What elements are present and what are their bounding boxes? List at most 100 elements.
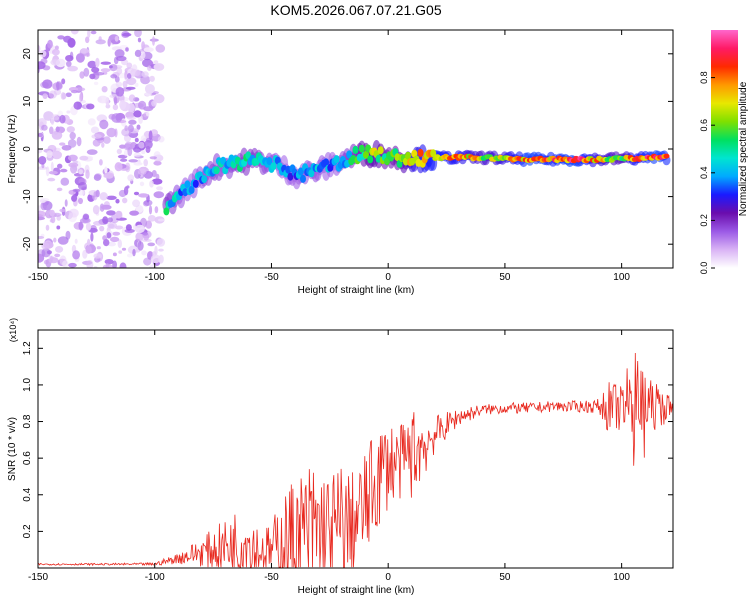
spectrogram-cell [114, 225, 124, 230]
spectrogram-cell [147, 242, 155, 247]
spectrogram-cell [42, 93, 48, 99]
spectrogram-cell [38, 132, 43, 138]
spectrogram-x-tick-label: 100 [613, 272, 630, 283]
spectrogram-cell [112, 104, 119, 111]
spectrogram-cell [67, 139, 77, 148]
spectrogram-cell [119, 144, 126, 149]
spectrogram-cell [134, 49, 142, 58]
spectrogram-cell [55, 81, 63, 90]
spectrogram-cell [115, 81, 123, 88]
spectrogram-cell [118, 189, 127, 198]
colorbar-tick-label: 0.2 [699, 214, 709, 227]
spectrogram-cell [99, 159, 103, 166]
spectrogram-cell [68, 208, 79, 218]
spectrogram-cell [121, 128, 131, 137]
spectrogram-cell [69, 51, 74, 60]
spectrogram-cell [62, 260, 67, 267]
spectrogram-cell [41, 242, 50, 250]
spectrogram-cell [91, 134, 102, 139]
spectrogram-cell [119, 100, 127, 110]
spectrogram-cell [52, 115, 60, 121]
spectrogram-cell [138, 193, 149, 198]
spectrogram-x-tick-label: -50 [264, 272, 279, 283]
spectrogram-cell [270, 162, 277, 171]
spectrogram-cell [118, 250, 123, 254]
spectrogram-cell [287, 172, 294, 181]
spectrogram-cell [38, 216, 45, 221]
spectrogram-cell [107, 241, 116, 247]
spectrogram-cell [64, 199, 68, 207]
snr-y-tick-label: 0.6 [22, 451, 33, 465]
spectrogram-cell [122, 197, 128, 204]
spectrogram-cell [145, 220, 152, 229]
spectrogram-cell [87, 118, 96, 126]
spectrogram-cell [213, 166, 220, 175]
spectrogram-cell [90, 30, 97, 35]
spectrogram-cell [139, 181, 145, 187]
snr-x-tick-label: 0 [385, 572, 391, 583]
snr-x-tick-label: -100 [145, 572, 165, 583]
spectrogram-cell [358, 144, 365, 153]
spectrogram-cell [104, 166, 108, 174]
snr-panel: -150 -100 -50 0 50 100 0.2 0.4 0.6 0.8 1.0 1.2 (x1… [7, 318, 674, 596]
spectrogram-cell [141, 41, 146, 50]
spectrogram-cell [300, 174, 306, 183]
spectrogram-cell [88, 227, 98, 233]
spectrogram-cell [57, 163, 63, 169]
spectrogram-x-tick-label: -100 [145, 272, 165, 283]
spectrogram-cell [128, 94, 136, 102]
spectrogram-cell [124, 125, 128, 132]
spectrogram-cell [79, 155, 89, 161]
spectrogram-cell [121, 247, 127, 251]
spectrogram-cell [113, 96, 118, 105]
spectrogram-cell [128, 159, 138, 163]
spectrogram-cell [323, 158, 330, 167]
spectrogram-cell [148, 130, 153, 141]
spectrogram-cell [49, 219, 54, 223]
colorbar: 0.0 0.2 0.4 0.6 0.8 Normalized spectral ampl… [699, 30, 749, 274]
spectrogram-cell [139, 51, 146, 59]
spectrogram-cell [149, 264, 157, 268]
spectrogram-cell [53, 237, 57, 243]
colorbar-ticks: 0.0 0.2 0.4 0.6 0.8 [699, 71, 715, 274]
spectrogram-cell [67, 154, 78, 162]
spectrogram-cell [114, 35, 119, 42]
figure-title: KOM5.2026.067.07.21.G05 [270, 2, 441, 18]
spectrogram-cell [85, 169, 90, 179]
spectrogram-cell [56, 225, 61, 230]
spectrogram-cell [126, 116, 136, 120]
spectrogram-cell [83, 67, 90, 77]
spectrogram-cell [143, 257, 152, 266]
spectrogram-cell [106, 195, 117, 200]
spectrogram-cell [90, 126, 100, 134]
spectrogram-cell [100, 61, 112, 65]
spectrogram-cell [85, 245, 92, 254]
spectrogram-cell [87, 30, 91, 38]
spectrogram-cell [201, 175, 208, 184]
spectrogram-cell [65, 230, 71, 240]
spectrogram-cell [133, 191, 140, 196]
spectrogram-cell [153, 94, 165, 104]
spectrogram-cell [70, 90, 79, 94]
spectrogram-cell [38, 61, 46, 70]
spectrogram-cell [125, 86, 136, 90]
spectrogram-cell [430, 149, 437, 158]
spectrogram-cell [102, 216, 109, 225]
spectrogram-cell [129, 210, 140, 216]
snr-x-tick-label: -150 [28, 572, 48, 583]
spectrogram-y-label: Frequency (Hz) [7, 115, 18, 184]
spectrogram-cell [141, 71, 149, 78]
spectrogram-cell [82, 249, 88, 259]
spectrogram-y-tick-label: -20 [22, 237, 33, 252]
spectrogram-y-tick-label: 0 [22, 146, 33, 152]
spectrogram-x-tick-label: 50 [499, 272, 511, 283]
spectrogram-cell [70, 30, 79, 35]
spectrogram-cell [141, 150, 146, 155]
spectrogram-cell [59, 208, 66, 213]
colorbar-tick-label: 0.6 [699, 119, 709, 132]
spectrogram-cell [68, 162, 79, 168]
spectrogram-cell [115, 87, 125, 97]
spectrogram-cell [59, 114, 66, 124]
snr-x-label: Height of straight line (km) [298, 585, 415, 596]
spectrogram-cell [104, 259, 114, 265]
